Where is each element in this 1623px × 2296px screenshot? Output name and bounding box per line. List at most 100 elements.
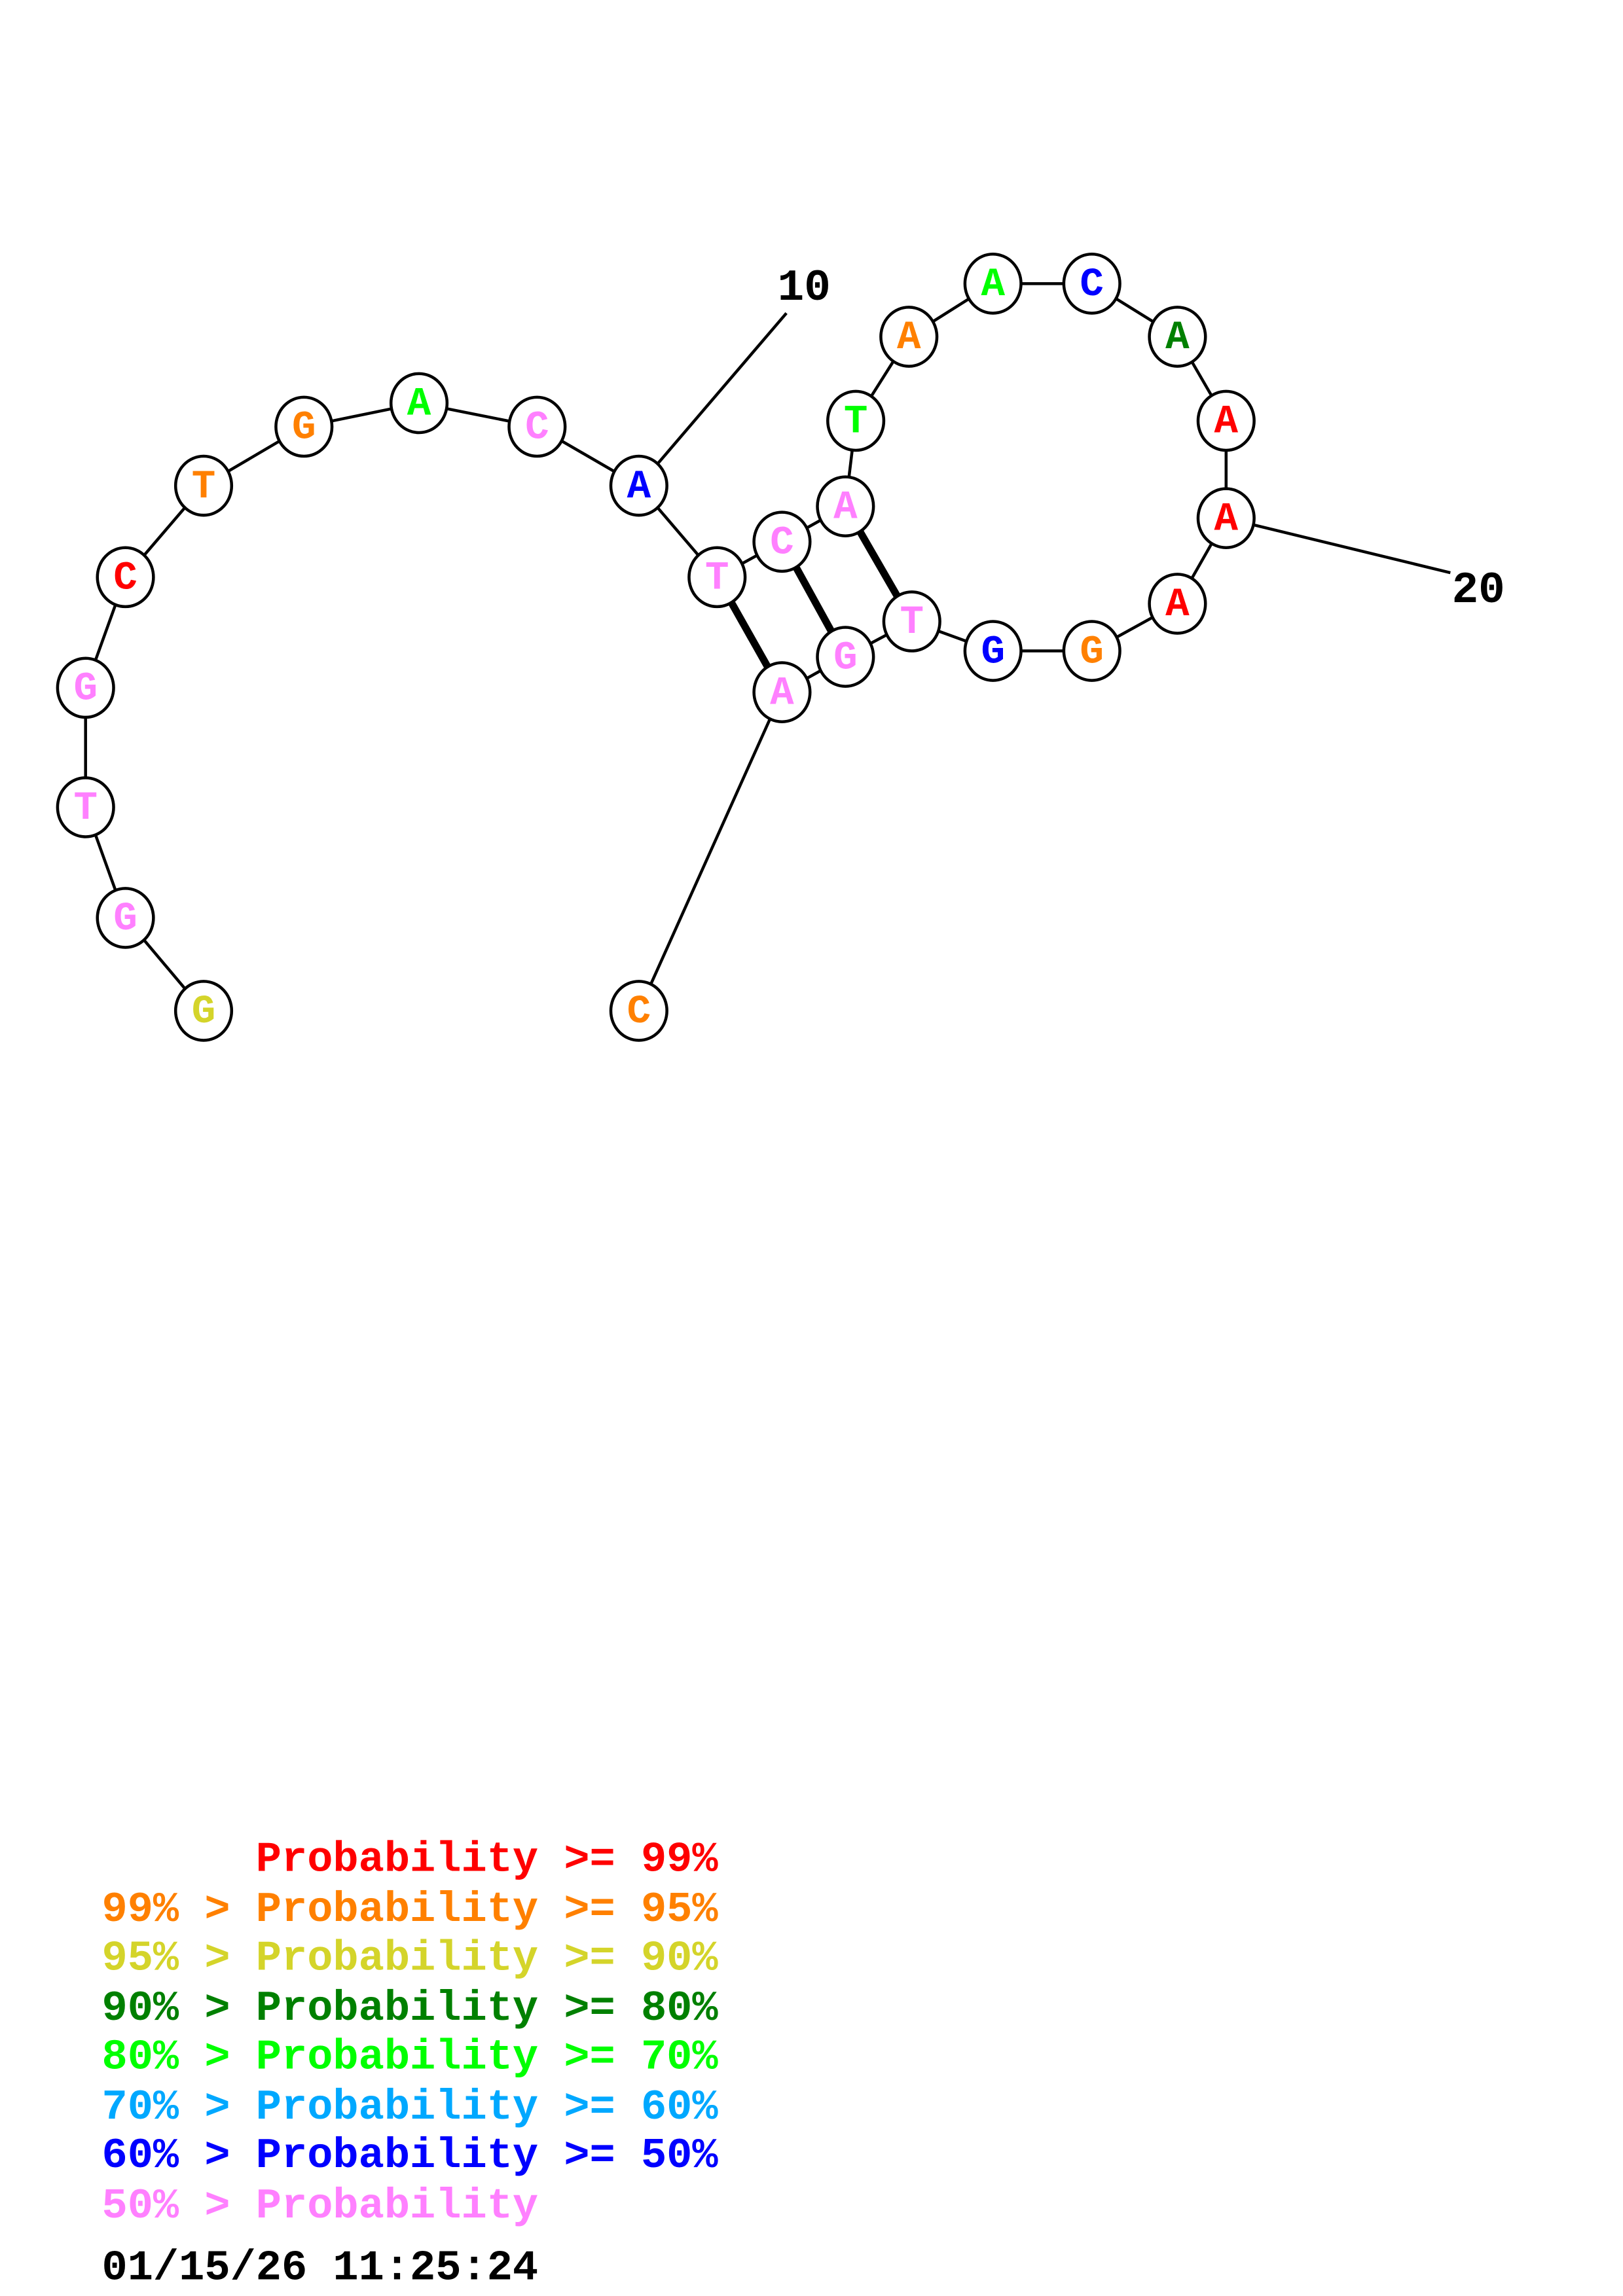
nucleotide-letter: A (1165, 315, 1190, 361)
nucleotide-letter: A (407, 382, 431, 427)
nucleotide-letter: C (627, 990, 651, 1035)
legend-row: 50% > Probability (102, 2182, 539, 2231)
nucleotide-circle (963, 253, 1023, 315)
nucleotide-circle (879, 306, 939, 368)
nucleotide: C (96, 546, 155, 609)
nucleotide-circle (1062, 253, 1122, 315)
nucleotide-circle (274, 395, 334, 458)
nucleotide-circle (96, 546, 155, 609)
legend-row: 99% > Probability >= 95% (102, 1886, 719, 1934)
nucleotide: A (1148, 573, 1207, 635)
nucleotide-letter: A (833, 485, 858, 530)
nucleotide-letter: T (900, 600, 924, 645)
nucleotide-circle (56, 776, 115, 838)
nucleotide: A (816, 475, 875, 537)
legend-row: 70% > Probability >= 60% (102, 2083, 719, 2132)
nucleotide-circle (173, 454, 234, 517)
nucleotide: G (816, 626, 875, 688)
nucleotide-circle (882, 590, 941, 653)
nucleotide-letter: A (1214, 400, 1239, 445)
nucleotide: T (56, 776, 115, 838)
legend-row: 90% > Probability >= 80% (102, 1984, 719, 2033)
nucleotide-circle (609, 454, 668, 517)
backbone-segment (637, 691, 784, 1012)
nucleotide: G (274, 395, 334, 458)
nucleotide-circle (389, 372, 449, 435)
nucleotide-letter: T (705, 556, 729, 601)
nucleotide-letter: C (770, 521, 794, 566)
nucleotide-letter: C (113, 556, 137, 601)
nucleotide: A (963, 253, 1023, 315)
nucleotide-circle (752, 661, 812, 723)
nucleotide: T (826, 389, 886, 452)
nucleotide-letter: A (981, 262, 1005, 308)
nucleotide-circle (816, 626, 875, 688)
legend-row: 80% > Probability >= 70% (102, 2033, 719, 2081)
nucleotide-circle (687, 546, 747, 609)
nucleotide: A (752, 661, 812, 723)
nucleotide: G (96, 887, 155, 949)
timestamp: 01/15/26 11:25:24 (102, 2244, 539, 2293)
nucleotide-circle (96, 887, 155, 949)
nucleotide-letter: G (192, 990, 216, 1035)
nucleotide-letter: A (627, 465, 651, 510)
nucleotide-circle (56, 656, 115, 719)
nucleotide-circle (173, 980, 234, 1042)
nucleotide: C (609, 980, 668, 1042)
nucleotide: C (1062, 253, 1122, 315)
nucleotide-circle (826, 389, 886, 452)
nucleotide: T (173, 454, 234, 517)
legend-row: 60% > Probability >= 50% (102, 2132, 719, 2180)
nucleotide-circle (1062, 620, 1122, 682)
nucleotide-letter: A (897, 315, 921, 361)
nucleotide-letter: A (1165, 583, 1190, 628)
nucleotide-letter: G (73, 667, 98, 712)
backbone-lines (84, 282, 1228, 1012)
nucleotide-circle (1196, 389, 1256, 452)
nucleotide: G (1062, 620, 1122, 682)
nucleotide-circle (1148, 306, 1207, 368)
nucleotide-letter: G (1080, 630, 1104, 675)
position-label-leader (1226, 516, 1451, 575)
nucleotide: A (879, 306, 939, 368)
nucleotide-circle (963, 620, 1023, 682)
position-labels: 10 20 (638, 264, 1505, 616)
nucleotide: A (1196, 389, 1256, 452)
nucleotide-letter: T (73, 786, 98, 831)
nucleotide-letter: G (113, 897, 137, 942)
position-label-leader (638, 312, 788, 487)
position-label: 10 (778, 264, 831, 314)
nucleotide-letter: C (1080, 262, 1104, 308)
nucleotide: T (882, 590, 941, 653)
nucleotide-letter: C (525, 406, 549, 451)
nucleotide: A (1148, 306, 1207, 368)
nucleotide-circle (1148, 573, 1207, 635)
nucleotide: A (389, 372, 449, 435)
legend-row: 95% > Probability >= 90% (102, 1934, 719, 1982)
nucleotide-letter: T (192, 465, 216, 510)
legend-row: Probability >= 99% (102, 1835, 719, 1884)
nucleotide-circle (507, 395, 567, 458)
nucleotide-letter: G (981, 630, 1005, 675)
nucleotide: G (173, 980, 234, 1042)
position-label: 20 (1452, 566, 1505, 616)
nucleotide-circle (609, 980, 668, 1042)
nucleotide: G (963, 620, 1023, 682)
nucleotide: T (687, 546, 747, 609)
nucleotide-circle (816, 475, 875, 537)
nucleotide-letter: A (1214, 497, 1239, 542)
nucleotide-letter: A (770, 671, 794, 716)
nucleotide-circle (1196, 487, 1256, 550)
nucleotide-circle (752, 511, 812, 573)
nucleotide-letter: G (833, 636, 858, 681)
nucleotide: C (752, 511, 812, 573)
nucleotide-letter: G (292, 406, 316, 451)
base-pair-bonds (714, 504, 915, 694)
nucleotide: A (609, 454, 668, 517)
nucleotide: C (507, 395, 567, 458)
nucleotide: G (56, 656, 115, 719)
probability-legend: Probability >= 99% 99% > Probability >= … (102, 1835, 719, 2292)
nucleotide: A (1196, 487, 1256, 550)
